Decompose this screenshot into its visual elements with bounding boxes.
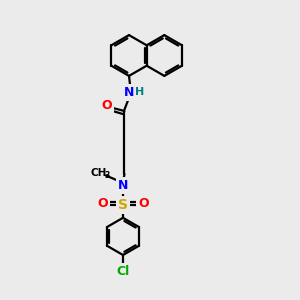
Text: CH: CH (91, 167, 107, 178)
Text: O: O (97, 197, 108, 210)
Text: 3: 3 (104, 171, 110, 180)
Text: O: O (101, 99, 112, 112)
Text: O: O (138, 197, 149, 210)
Text: S: S (118, 198, 128, 212)
Text: N: N (118, 179, 128, 192)
Text: N: N (124, 86, 134, 99)
Text: Cl: Cl (116, 265, 130, 278)
Text: H: H (136, 87, 145, 98)
